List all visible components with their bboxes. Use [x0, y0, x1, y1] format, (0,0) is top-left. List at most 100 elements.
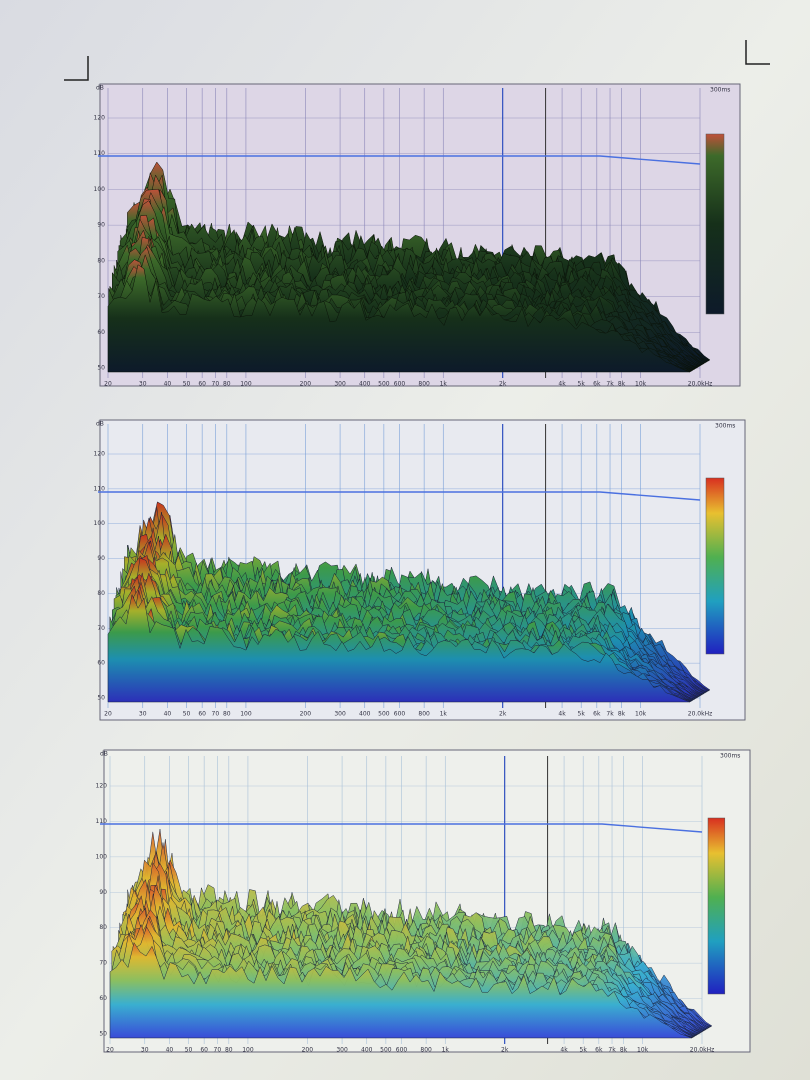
- color-scale: [707, 817, 726, 995]
- x-tick-label: 800: [418, 711, 430, 718]
- x-tick-label: 70: [212, 711, 220, 718]
- marker-line: [98, 491, 701, 501]
- crop-mark: [64, 40, 770, 81]
- x-tick-label: 1k: [440, 711, 448, 718]
- x-tick-label: 40: [164, 381, 172, 388]
- x-tick-label: 5k: [578, 381, 586, 388]
- y-tick-label: 120: [96, 783, 108, 790]
- x-tick-label: 80: [223, 711, 231, 718]
- x-tick-label: 50: [185, 1047, 193, 1054]
- x-tick-label: 8k: [620, 1047, 628, 1054]
- x-tick-label: 5k: [578, 711, 586, 718]
- x-tick-label: 30: [139, 711, 147, 718]
- x-tick-label: 70: [212, 381, 220, 388]
- x-tick-label: 2k: [499, 711, 507, 718]
- x-tick-label: 7k: [608, 1047, 616, 1054]
- x-tick-label: 80: [225, 1047, 233, 1054]
- x-tick-label: 30: [139, 381, 147, 388]
- y-tick-label: 90: [97, 555, 105, 562]
- x-tick-label: 10k: [635, 711, 647, 718]
- x-tick-label: 6k: [593, 711, 601, 718]
- waterfall-panel: 20 30 40 50 60 70 80 100 200 300 400 500 600 800 1k 2k 4…: [96, 749, 751, 1054]
- y-tick-label: 50: [99, 1031, 107, 1038]
- x-tick-label: 4k: [560, 1047, 568, 1054]
- x-tick-label: 7k: [606, 711, 614, 718]
- time-label: 300ms: [710, 87, 730, 94]
- x-tick-label: 200: [300, 381, 312, 388]
- waterfall-panel: 20 30 40 50 60 70 80 100 200 300 400 500 600 800 1k 2k 4…: [94, 83, 741, 388]
- y-tick-label: 70: [97, 293, 105, 300]
- x-tick-label: 7k: [606, 381, 614, 388]
- x-tick-label: 20.0kHz: [690, 1047, 715, 1054]
- waterfall-slice: [109, 941, 693, 1039]
- x-tick-label: 500: [378, 381, 390, 388]
- marker-line: [100, 823, 703, 833]
- x-tick-label: 800: [420, 1047, 432, 1054]
- x-tick-label: 1k: [442, 1047, 450, 1054]
- x-tick-label: 40: [164, 711, 172, 718]
- x-tick-label: 600: [394, 711, 406, 718]
- time-label: 300ms: [715, 423, 735, 430]
- y-tick-label: 120: [94, 115, 106, 122]
- color-scale: [705, 477, 725, 655]
- x-tick-label: 50: [183, 711, 191, 718]
- x-tick-label: 5k: [580, 1047, 588, 1054]
- y-tick-label: 100: [96, 853, 108, 860]
- x-tick-label: 2k: [501, 1047, 509, 1054]
- x-tick-label: 10k: [637, 1047, 649, 1054]
- y-tick-label: 80: [99, 924, 107, 931]
- x-tick-label: 300: [334, 711, 346, 718]
- x-tick-label: 400: [359, 711, 371, 718]
- x-tick-label: 50: [183, 381, 191, 388]
- x-tick-label: 1k: [440, 381, 448, 388]
- marker-line: [98, 155, 701, 165]
- y-tick-label: 60: [99, 995, 107, 1002]
- x-tick-label: 60: [198, 711, 206, 718]
- x-tick-label: 20.0kHz: [688, 381, 713, 388]
- x-tick-label: 60: [200, 1047, 208, 1054]
- waterfall-slice: [107, 593, 691, 703]
- x-tick-label: 100: [242, 1047, 254, 1054]
- x-tick-label: 20: [104, 381, 112, 388]
- unit-label: dB: [96, 85, 104, 92]
- y-tick-label: 90: [97, 222, 105, 229]
- x-tick-label: 4k: [558, 711, 566, 718]
- x-tick-label: 40: [166, 1047, 174, 1054]
- y-tick-label: 100: [94, 520, 106, 527]
- y-tick-label: 110: [96, 818, 108, 825]
- x-tick-label: 600: [396, 1047, 408, 1054]
- x-tick-label: 600: [394, 381, 406, 388]
- waterfall-slice: [107, 264, 691, 373]
- x-tick-label: 8k: [618, 381, 626, 388]
- y-tick-label: 70: [97, 625, 105, 632]
- y-tick-label: 50: [97, 695, 105, 702]
- x-tick-label: 6k: [593, 381, 601, 388]
- x-tick-label: 800: [418, 381, 430, 388]
- y-tick-label: 80: [97, 257, 105, 264]
- x-tick-label: 20: [104, 711, 112, 718]
- x-tick-label: 400: [359, 381, 371, 388]
- x-tick-label: 6k: [595, 1047, 603, 1054]
- x-tick-label: 8k: [618, 711, 626, 718]
- x-tick-label: 500: [380, 1047, 392, 1054]
- y-tick-label: 100: [94, 186, 106, 193]
- x-tick-label: 2k: [499, 381, 507, 388]
- x-tick-label: 20: [106, 1047, 114, 1054]
- x-tick-label: 400: [361, 1047, 373, 1054]
- x-tick-label: 100: [240, 381, 252, 388]
- y-tick-label: 110: [94, 150, 106, 157]
- y-tick-label: 70: [99, 960, 107, 967]
- color-scale: [705, 133, 725, 315]
- unit-label: dB: [100, 751, 108, 758]
- x-tick-label: 30: [141, 1047, 149, 1054]
- x-tick-label: 300: [336, 1047, 348, 1054]
- x-tick-label: 500: [378, 711, 390, 718]
- x-tick-label: 200: [302, 1047, 314, 1054]
- y-tick-label: 120: [94, 451, 106, 458]
- x-tick-label: 4k: [558, 381, 566, 388]
- y-tick-label: 90: [99, 889, 107, 896]
- x-tick-label: 20.0kHz: [688, 711, 713, 718]
- x-tick-label: 70: [214, 1047, 222, 1054]
- time-label: 300ms: [720, 753, 740, 760]
- y-tick-label: 50: [97, 365, 105, 372]
